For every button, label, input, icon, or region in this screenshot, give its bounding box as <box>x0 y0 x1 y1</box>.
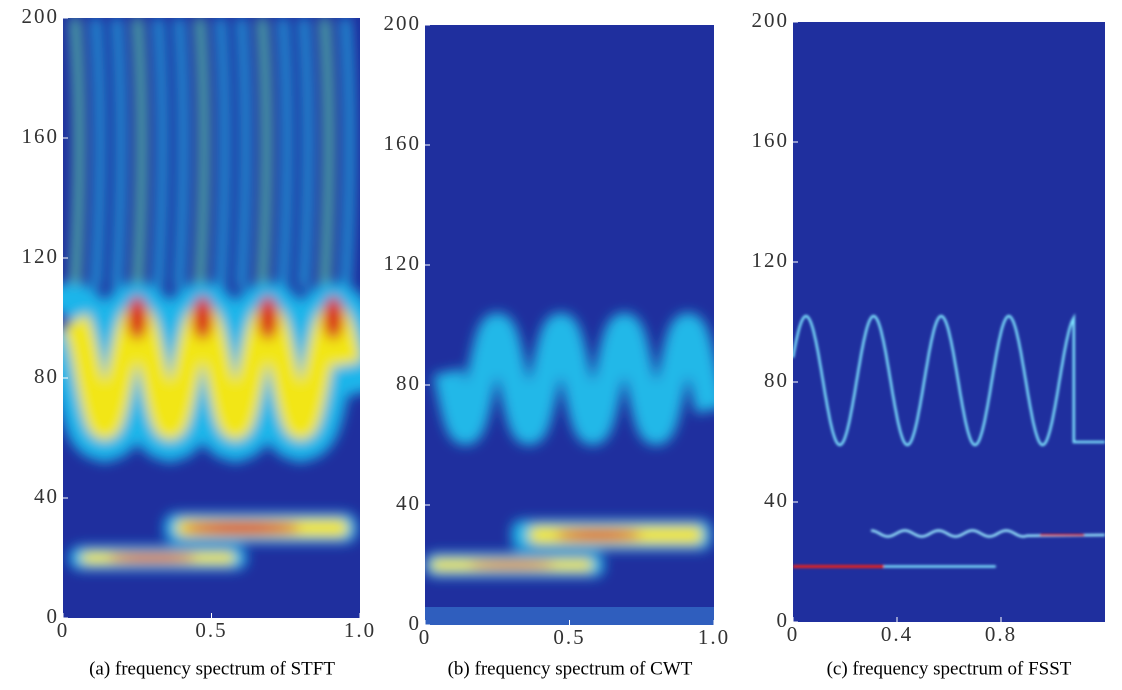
y-tick-label: 0 <box>409 611 422 635</box>
y-tick-label: 160 <box>384 131 422 155</box>
y-tick-label: 80 <box>396 371 421 395</box>
y-tick-label: 0 <box>777 608 790 632</box>
streak <box>256 18 272 289</box>
core <box>107 554 197 562</box>
y-tick-label: 200 <box>22 4 60 28</box>
y-tick-label: 40 <box>764 488 789 512</box>
streak <box>298 18 314 289</box>
x-tick-label: 0.4 <box>881 622 913 646</box>
plot-area <box>793 22 1105 622</box>
y-tick-label: 40 <box>34 484 59 508</box>
x-tick-label: 0.5 <box>195 618 227 642</box>
streak <box>340 18 355 289</box>
streak <box>319 18 334 289</box>
peak <box>127 296 148 340</box>
y-tick-label: 0 <box>47 604 60 628</box>
streak <box>69 18 85 289</box>
streak <box>215 18 230 289</box>
wave <box>63 304 360 441</box>
y-tick-label: 80 <box>764 368 789 392</box>
panel: 0 40 80 120 160 200 0 0.5 1.0 (a) frequency spect… <box>22 4 376 680</box>
streak <box>236 18 251 289</box>
streak <box>132 18 147 289</box>
spectrum <box>425 313 714 625</box>
x-tick-label: 0 <box>787 622 800 646</box>
caption: (c) frequency spectrum of FSST <box>827 658 1072 679</box>
y-tick-label: 160 <box>752 128 790 152</box>
spectrum <box>793 313 1105 568</box>
y-tick-label: 200 <box>752 8 790 32</box>
spectrum-texture <box>63 18 360 570</box>
y-tick-label: 40 <box>396 491 421 515</box>
y-tick-label: 120 <box>752 248 790 272</box>
x-tick-label: 0.5 <box>553 625 585 649</box>
noise <box>425 607 714 625</box>
y-tick-label: 160 <box>22 124 60 148</box>
y-tick-label: 200 <box>384 11 422 35</box>
core <box>468 562 556 568</box>
streak <box>153 18 168 289</box>
y-tick-label: 120 <box>384 251 422 275</box>
x-tick-label: 1.0 <box>698 625 730 649</box>
x-tick-label: 0.8 <box>985 622 1017 646</box>
peak <box>257 296 278 340</box>
ridge <box>793 313 1105 447</box>
peak <box>323 296 344 340</box>
ridge <box>870 529 1105 538</box>
spectrum-texture <box>793 313 1105 568</box>
panel: 0 40 80 120 160 200 0 0.5 1.0(b) frequency spect… <box>384 11 730 680</box>
spectrum-texture <box>425 313 714 577</box>
core <box>555 530 642 540</box>
caption: (a) frequency spectrum of STFT <box>89 658 335 679</box>
x-tick-label: 0 <box>57 618 70 642</box>
streak <box>277 18 293 289</box>
panel: 0 40 80 120 160 200 0 0.4 0.8 (c) frequency spect… <box>752 8 1105 679</box>
streak <box>111 18 126 289</box>
caption: (b) frequency spectrum of CWT <box>448 658 693 679</box>
peak <box>192 296 213 340</box>
x-tick-label: 1.0 <box>344 618 376 642</box>
streak <box>194 18 210 289</box>
y-tick-label: 80 <box>34 364 59 388</box>
y-tick-label: 120 <box>22 244 60 268</box>
wave <box>433 313 714 446</box>
streak <box>90 18 106 289</box>
streak <box>173 18 189 289</box>
x-tick-label: 0 <box>419 625 432 649</box>
spectrum <box>63 18 360 570</box>
core <box>181 522 301 534</box>
